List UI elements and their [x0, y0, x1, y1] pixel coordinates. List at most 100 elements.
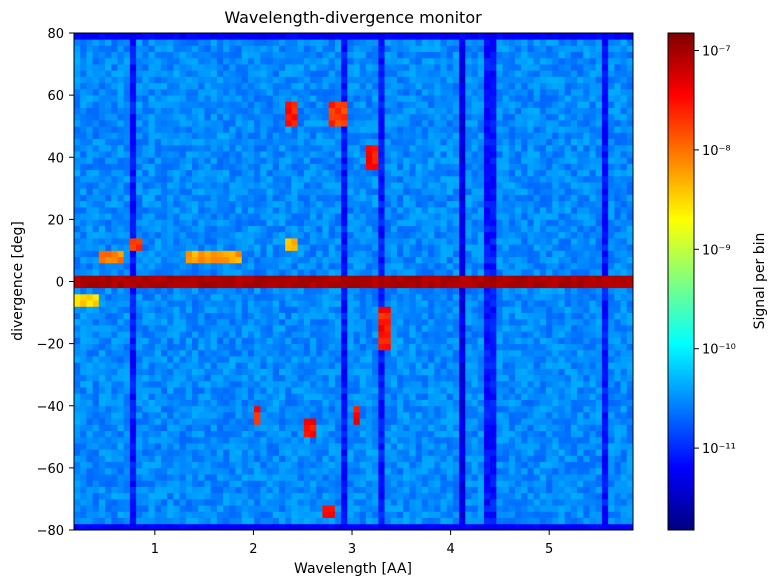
- heatmap-cell: [496, 492, 503, 500]
- heatmap-cell: [403, 250, 410, 258]
- heatmap-cell: [260, 474, 267, 481]
- heatmap-cell: [440, 498, 448, 506]
- heatmap-cell: [160, 393, 168, 400]
- heatmap-cell: [471, 467, 479, 475]
- heatmap-cell: [434, 399, 441, 407]
- heatmap-cell: [192, 492, 199, 500]
- heatmap-cell: [223, 362, 230, 369]
- heatmap-cell: [92, 380, 100, 388]
- heatmap-cell: [341, 225, 348, 233]
- heatmap-cell: [589, 393, 597, 400]
- heatmap-cell: [409, 300, 417, 307]
- heatmap-cell: [409, 293, 417, 301]
- heatmap-cell: [403, 300, 410, 307]
- heatmap-cell: [347, 443, 354, 450]
- heatmap-cell: [552, 194, 559, 202]
- heatmap-cell: [98, 281, 106, 289]
- heatmap-cell: [92, 293, 100, 301]
- heatmap-cell: [577, 393, 584, 400]
- heatmap-cell: [260, 387, 267, 394]
- heatmap-cell: [589, 449, 597, 456]
- heatmap-cell: [409, 387, 417, 394]
- heatmap-cell: [80, 411, 87, 419]
- heatmap-cell: [372, 213, 379, 220]
- heatmap-cell: [614, 306, 621, 313]
- heatmap-cell: [136, 269, 143, 276]
- heatmap-cell: [552, 517, 559, 525]
- heatmap-cell: [216, 306, 224, 313]
- heatmap-cell: [235, 337, 243, 345]
- heatmap-cell: [527, 250, 535, 258]
- heatmap-cell: [372, 368, 379, 376]
- heatmap-cell: [353, 300, 361, 307]
- heatmap-cell: [235, 399, 243, 407]
- heatmap-cell: [601, 194, 609, 202]
- heatmap-cell: [446, 262, 454, 270]
- heatmap-cell: [254, 393, 261, 400]
- heatmap-cell: [136, 387, 143, 394]
- heatmap-cell: [310, 200, 317, 208]
- heatmap-cell: [167, 250, 174, 258]
- heatmap-cell: [353, 411, 361, 419]
- heatmap-cell: [396, 262, 404, 270]
- heatmap-cell: [620, 324, 628, 332]
- heatmap-cell: [465, 238, 472, 245]
- heatmap-cell: [428, 455, 435, 463]
- heatmap-cell: [92, 517, 100, 525]
- heatmap-cell: [626, 418, 634, 425]
- heatmap-cell: [179, 349, 187, 357]
- heatmap-cell: [322, 443, 330, 450]
- heatmap-cell: [465, 262, 472, 270]
- heatmap-cell: [322, 356, 330, 363]
- heatmap-cell: [272, 238, 280, 245]
- heatmap-cell: [192, 331, 199, 338]
- heatmap-cell: [278, 331, 286, 338]
- heatmap-cell: [459, 387, 466, 394]
- heatmap-cell: [353, 349, 361, 357]
- heatmap-cell: [446, 374, 454, 382]
- heatmap-cell: [198, 219, 205, 226]
- heatmap-cell: [229, 399, 236, 407]
- heatmap-cell: [502, 306, 510, 313]
- heatmap-cell: [583, 467, 590, 475]
- heatmap-cell: [105, 269, 112, 276]
- heatmap-cell: [229, 188, 236, 195]
- heatmap-cell: [390, 300, 398, 307]
- heatmap-cell: [160, 467, 168, 475]
- heatmap-cell: [539, 443, 547, 450]
- heatmap-cell: [446, 467, 454, 475]
- heatmap-cell: [496, 312, 503, 320]
- heatmap-cell: [546, 387, 553, 394]
- heatmap-cell: [452, 275, 460, 282]
- heatmap-cell: [490, 324, 497, 332]
- heatmap-cell: [415, 461, 423, 469]
- heatmap-cell: [111, 461, 118, 469]
- heatmap-cell: [409, 206, 417, 214]
- heatmap-cell: [235, 300, 243, 307]
- heatmap-cell: [247, 318, 255, 326]
- heatmap-cell: [471, 331, 479, 338]
- heatmap-cell: [539, 256, 547, 264]
- heatmap-cell: [260, 231, 267, 239]
- heatmap-cell: [428, 362, 435, 369]
- heatmap-cell: [353, 374, 361, 382]
- heatmap-cell: [241, 393, 249, 400]
- heatmap-cell: [303, 200, 311, 208]
- heatmap-cell: [409, 231, 417, 239]
- heatmap-cell: [359, 418, 367, 425]
- heatmap-cell: [539, 387, 547, 394]
- heatmap-cell: [583, 324, 590, 332]
- heatmap-cell: [465, 312, 472, 320]
- heatmap-cell: [378, 505, 385, 512]
- heatmap-cell: [502, 324, 510, 332]
- heatmap-cell: [285, 219, 292, 226]
- heatmap-cell: [80, 368, 87, 376]
- heatmap-cell: [173, 244, 180, 251]
- heatmap-cell: [396, 511, 404, 518]
- heatmap-cell: [334, 418, 342, 425]
- heatmap-cell: [390, 225, 398, 233]
- heatmap-cell: [266, 405, 274, 413]
- heatmap-cell: [92, 461, 100, 469]
- heatmap-cell: [216, 182, 224, 189]
- heatmap-cell: [521, 188, 528, 195]
